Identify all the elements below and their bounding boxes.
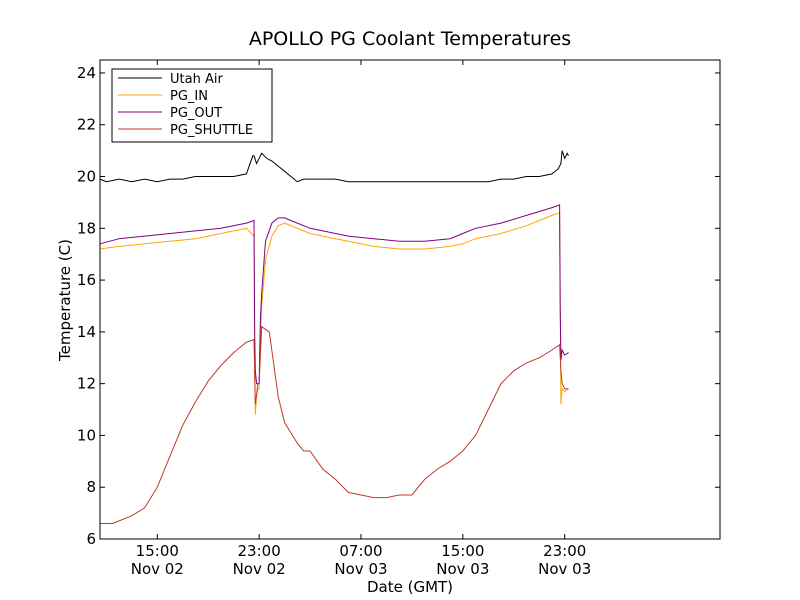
x-tick-label-time: 15:00 [136,542,179,560]
x-tick-label-date: Nov 02 [131,560,184,578]
y-tick-label: 10 [77,426,96,444]
y-tick-label: 6 [86,530,96,548]
x-tick-label-date: Nov 03 [538,560,591,578]
legend: Utah Air PG_IN PG_OUT PG_SHUTTLE [111,68,273,143]
series-line-utah-air [99,150,569,183]
y-axis-label: Temperature (C) [56,239,74,362]
x-tick-label-time: 23:00 [238,542,281,560]
x-tick-label-date: Nov 03 [334,560,387,578]
legend-label-utah-air: Utah Air [170,72,223,87]
y-tick-label: 14 [77,323,96,341]
y-tick-label: 12 [77,375,96,393]
series-lines [99,150,569,524]
plot-frame [99,59,721,540]
y-tick-label: 20 [77,168,96,186]
y-tick-label: 16 [77,271,96,289]
y-tick-label: 22 [77,116,96,134]
y-tick-label: 24 [77,64,96,82]
legend-label-pg-out: PG_OUT [170,106,222,121]
legend-label-pg-shuttle: PG_SHUTTLE [170,123,253,138]
x-tick-label-time: 23:00 [543,542,586,560]
x-tick-label-date: Nov 03 [436,560,489,578]
legend-label-pg-in: PG_IN [170,89,208,104]
x-axis-label: Date (GMT) [367,578,453,596]
x-tick-label-time: 07:00 [339,542,382,560]
series-line-pg-shuttle [100,325,569,524]
y-tick-label: 18 [77,219,96,237]
series-line-pg-in [99,212,569,415]
series-line-pg-out [99,204,569,385]
x-tick-label-date: Nov 02 [233,560,286,578]
y-tick-label: 8 [86,478,96,496]
chart-title: APOLLO PG Coolant Temperatures [249,28,571,50]
x-tick-label-time: 15:00 [441,542,484,560]
legend-frame [111,68,273,143]
